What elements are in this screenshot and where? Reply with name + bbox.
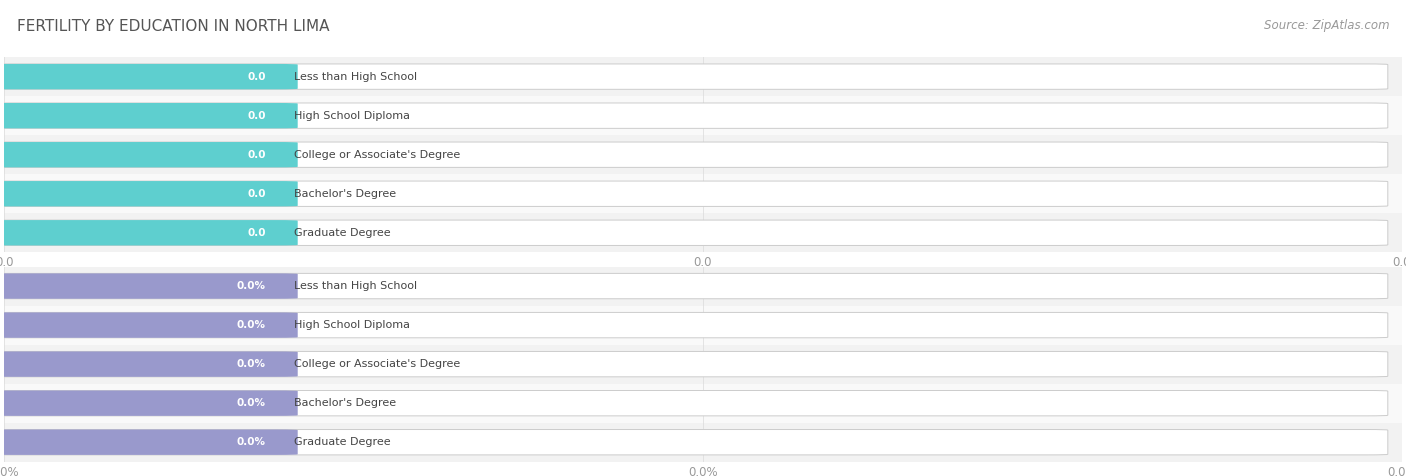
Bar: [4, 135, 1402, 174]
FancyBboxPatch shape: [0, 142, 1388, 168]
Bar: [4, 213, 1402, 252]
Bar: [4, 96, 1402, 135]
FancyBboxPatch shape: [0, 429, 1388, 455]
FancyBboxPatch shape: [0, 64, 298, 89]
FancyBboxPatch shape: [0, 181, 298, 207]
Text: College or Associate's Degree: College or Associate's Degree: [294, 149, 460, 160]
Text: High School Diploma: High School Diploma: [294, 110, 409, 121]
Text: 0.0: 0.0: [247, 110, 266, 121]
FancyBboxPatch shape: [0, 390, 1388, 416]
Text: Graduate Degree: Graduate Degree: [294, 437, 389, 447]
FancyBboxPatch shape: [0, 103, 298, 129]
Text: FERTILITY BY EDUCATION IN NORTH LIMA: FERTILITY BY EDUCATION IN NORTH LIMA: [17, 19, 329, 34]
Bar: [4, 267, 1402, 306]
FancyBboxPatch shape: [0, 64, 1388, 89]
FancyBboxPatch shape: [0, 429, 298, 455]
Text: Graduate Degree: Graduate Degree: [294, 228, 389, 238]
Text: 0.0%: 0.0%: [236, 398, 266, 408]
Text: 0.0%: 0.0%: [236, 281, 266, 291]
Text: 0.0%: 0.0%: [236, 437, 266, 447]
Text: Source: ZipAtlas.com: Source: ZipAtlas.com: [1264, 19, 1389, 32]
Text: Less than High School: Less than High School: [294, 71, 416, 82]
FancyBboxPatch shape: [0, 220, 1388, 246]
FancyBboxPatch shape: [0, 220, 298, 246]
FancyBboxPatch shape: [0, 351, 1388, 377]
FancyBboxPatch shape: [0, 273, 1388, 299]
Bar: [4, 423, 1402, 462]
Text: 0.0: 0.0: [247, 149, 266, 160]
Bar: [4, 306, 1402, 345]
Text: 0.0%: 0.0%: [236, 320, 266, 330]
Bar: [4, 384, 1402, 423]
Text: Bachelor's Degree: Bachelor's Degree: [294, 188, 395, 199]
Text: High School Diploma: High School Diploma: [294, 320, 409, 330]
FancyBboxPatch shape: [0, 103, 1388, 129]
Text: 0.0: 0.0: [247, 228, 266, 238]
FancyBboxPatch shape: [0, 312, 298, 338]
Text: Less than High School: Less than High School: [294, 281, 416, 291]
Bar: [4, 174, 1402, 213]
Text: 0.0: 0.0: [247, 71, 266, 82]
FancyBboxPatch shape: [0, 390, 298, 416]
FancyBboxPatch shape: [0, 312, 1388, 338]
FancyBboxPatch shape: [0, 142, 298, 168]
FancyBboxPatch shape: [0, 273, 298, 299]
Bar: [4, 57, 1402, 96]
Text: College or Associate's Degree: College or Associate's Degree: [294, 359, 460, 369]
FancyBboxPatch shape: [0, 181, 1388, 207]
Bar: [4, 345, 1402, 384]
Text: 0.0%: 0.0%: [236, 359, 266, 369]
Text: 0.0: 0.0: [247, 188, 266, 199]
FancyBboxPatch shape: [0, 351, 298, 377]
Text: Bachelor's Degree: Bachelor's Degree: [294, 398, 395, 408]
